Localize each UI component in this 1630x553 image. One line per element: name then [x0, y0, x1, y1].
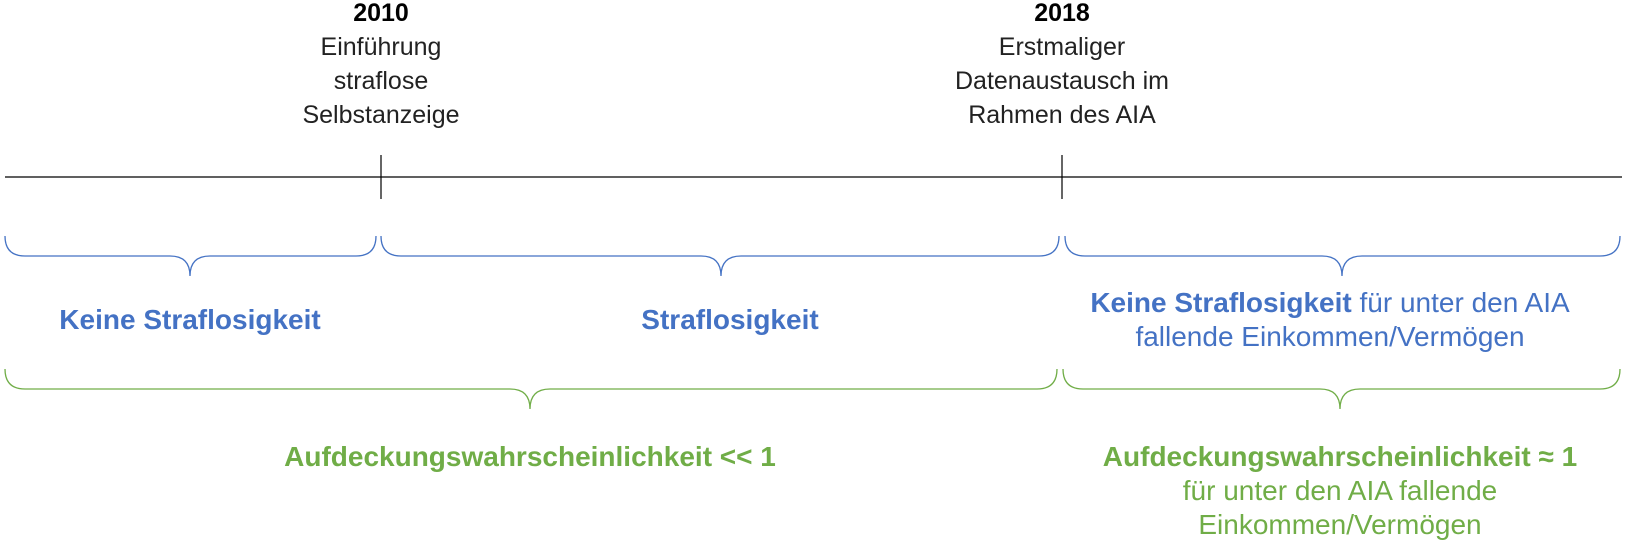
label-detection-right: Aufdeckungswahrscheinlichkeit ≈ 1 für un…: [1040, 440, 1630, 542]
brace-blue-right: [1064, 235, 1621, 277]
label-detection-left: Aufdeckungswahrscheinlichkeit << 1: [284, 441, 776, 472]
milestone-text-line: straflose: [333, 67, 429, 95]
brace-blue-left: [4, 235, 377, 277]
label-right-bold: Keine Straflosigkeit: [1090, 287, 1352, 318]
label-right-line2: fallende Einkommen/Vermögen: [1135, 321, 1525, 352]
milestone-year: 2018: [1034, 0, 1090, 27]
milestone-text-line: Selbstanzeige: [302, 101, 460, 129]
milestone-2018: 2018 Erstmaliger Datenaustausch im Rahme…: [912, 0, 1212, 132]
milestone-2010: 2010 Einführung straflose Selbstanzeige: [231, 0, 531, 132]
label-keine-straflosigkeit-right: Keine Straflosigkeit für unter den AIA f…: [1030, 286, 1630, 354]
label-keine-straflosigkeit-left: Keine Straflosigkeit: [59, 304, 321, 335]
label-right-rest: für unter den AIA: [1359, 287, 1570, 318]
label-straflosigkeit: Straflosigkeit: [641, 304, 819, 335]
milestone-text-line: Datenaustausch im: [954, 67, 1169, 95]
brace-green-right: [1062, 368, 1621, 410]
label-detection-right-bold: Aufdeckungswahrscheinlichkeit ≈ 1: [1102, 441, 1578, 472]
brace-green-left: [4, 368, 1058, 410]
brace-blue-middle: [380, 235, 1060, 277]
milestone-text-line: Rahmen des AIA: [968, 101, 1156, 129]
label-detection-right-line2: für unter den AIA fallende: [1182, 475, 1498, 506]
label-right-line1: Keine Straflosigkeit für unter den AIA: [1030, 286, 1630, 320]
milestone-year: 2010: [353, 0, 409, 27]
label-detection-right-line3: Einkommen/Vermögen: [1198, 509, 1482, 540]
milestone-text-line: Einführung: [320, 33, 442, 61]
milestone-text-line: Erstmaliger: [998, 33, 1126, 61]
